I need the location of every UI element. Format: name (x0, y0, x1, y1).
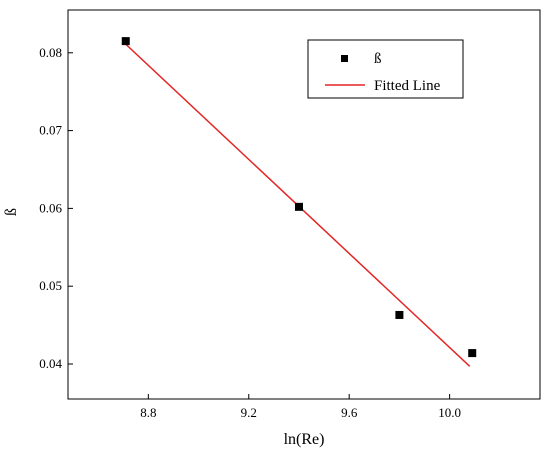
x-tick-label: 9.2 (241, 405, 257, 420)
legend-marker-square (341, 55, 348, 62)
data-point (294, 202, 303, 211)
y-tick-label: 0.04 (39, 356, 62, 371)
data-point (468, 349, 477, 358)
x-tick-label: 10.0 (438, 405, 461, 420)
x-tick-label: 9.6 (341, 405, 358, 420)
chart-frame (67, 9, 541, 400)
x-axis-title: ln(Re) (284, 431, 325, 448)
y-tick-label: 0.05 (39, 278, 62, 293)
legend-label-beta: ß (374, 51, 382, 67)
data-point (121, 37, 130, 46)
legend: ß Fitted Line (307, 39, 464, 99)
axis-ticks: 8.8 9.2 9.6 10.0 0.04 0.05 0.06 0.07 0.08 (39, 45, 461, 420)
data-points (121, 37, 477, 358)
y-tick-label: 0.06 (39, 200, 62, 215)
x-tick-label: 8.8 (140, 405, 156, 420)
legend-box (307, 39, 464, 99)
legend-label-fitted-line: Fitted Line (374, 78, 441, 94)
data-point (395, 310, 404, 319)
y-tick-label: 0.08 (39, 45, 62, 60)
y-axis-title: ß (3, 208, 20, 216)
y-tick-label: 0.07 (39, 123, 62, 138)
